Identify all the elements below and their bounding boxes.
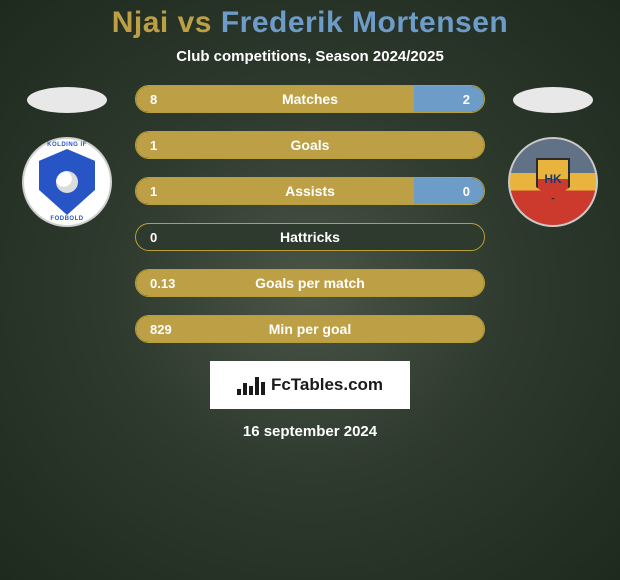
kolding-shield-icon — [39, 149, 95, 215]
stat-label: Min per goal — [136, 321, 484, 337]
player-right-avatar-placeholder — [513, 87, 593, 113]
bars-icon — [237, 375, 265, 395]
player-left-column: KOLDING IF FODBOLD — [17, 85, 117, 227]
stat-label: Matches — [136, 91, 484, 107]
player-left-avatar-placeholder — [27, 87, 107, 113]
stat-row: 0.13Goals per match — [135, 269, 485, 297]
kolding-bottom-text: FODBOLD — [50, 216, 83, 222]
bars-icon-bar — [249, 386, 253, 395]
stat-row: 1Goals — [135, 131, 485, 159]
fctables-label: FcTables.com — [271, 375, 383, 395]
club-logo-right: HK — [508, 137, 598, 227]
title-player-right: Frederik Mortensen — [221, 6, 508, 39]
stat-row: 10Assists — [135, 177, 485, 205]
fctables-branding: FcTables.com — [210, 361, 410, 409]
bars-icon-bar — [261, 382, 265, 395]
page-title: Njai vs Frederik Mortensen — [112, 6, 508, 40]
title-left: Njai vs Frederik Mortensen — [112, 6, 508, 39]
stat-bars: 82Matches 1Goals 10Assists 0Hattricks 0.13Go… — [135, 85, 485, 343]
hobro-shield-icon: HK — [536, 158, 570, 200]
generation-date: 16 september 2024 — [243, 423, 377, 440]
stat-label: Hattricks — [136, 229, 484, 245]
bars-icon-bar — [243, 383, 247, 395]
club-logo-left: KOLDING IF FODBOLD — [22, 137, 112, 227]
stat-row: 829Min per goal — [135, 315, 485, 343]
infographic-root: Njai vs Frederik Mortensen Club competit… — [0, 0, 620, 580]
hobro-letters: HK — [544, 172, 561, 186]
bars-icon-bar — [255, 377, 259, 395]
football-icon — [56, 171, 78, 193]
subtitle: Club competitions, Season 2024/2025 — [176, 48, 444, 65]
stat-row: 0Hattricks — [135, 223, 485, 251]
stat-label: Goals per match — [136, 275, 484, 291]
stat-label: Assists — [136, 183, 484, 199]
stat-label: Goals — [136, 137, 484, 153]
kolding-top-text: KOLDING IF — [47, 142, 87, 148]
bars-icon-bar — [237, 389, 241, 395]
title-player-left: Njai vs — [112, 6, 221, 39]
stat-row: 82Matches — [135, 85, 485, 113]
comparison-area: KOLDING IF FODBOLD 82Matches 1Goals 10Assi… — [0, 85, 620, 343]
player-right-column: HK — [503, 85, 603, 227]
